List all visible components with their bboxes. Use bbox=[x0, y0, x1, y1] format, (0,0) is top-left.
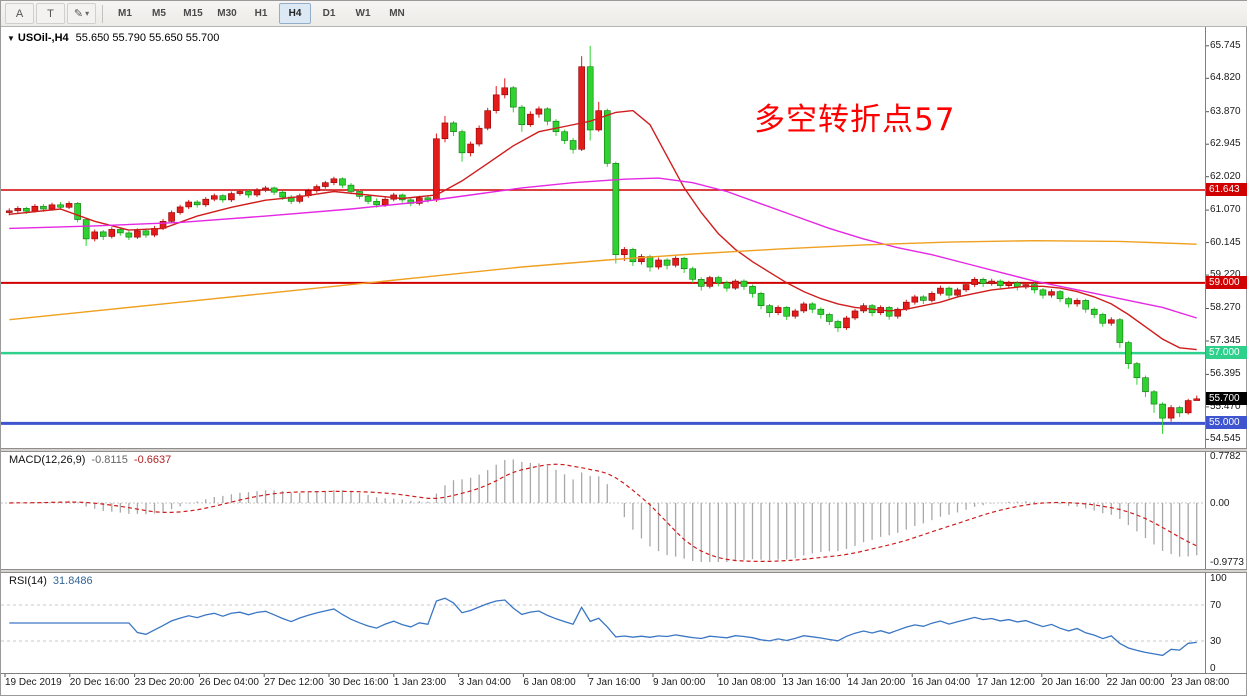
price-axis-label: 65.745 bbox=[1210, 39, 1241, 51]
price-axis-label: 62.945 bbox=[1210, 138, 1241, 150]
hline-price-badge: 55.000 bbox=[1206, 416, 1247, 430]
time-axis[interactable]: 19 Dec 2019 20 Dec 16:00 23 Dec 20:00 26 De… bbox=[1, 673, 1247, 697]
time-axis-label: 1 Jan 23:00 bbox=[393, 677, 447, 688]
timeframe-m5-button[interactable]: M5 bbox=[152, 8, 166, 19]
timeframe-m30-button[interactable]: M30 bbox=[217, 8, 237, 19]
macd-indicator-label: MACD(12,26,9) -0.8115 -0.6637 bbox=[9, 454, 171, 466]
price-axis-label: 54.545 bbox=[1210, 433, 1241, 445]
symbol-period-label: USOil-,H4 bbox=[17, 32, 69, 44]
panel-divider-main-macd[interactable] bbox=[1, 448, 1247, 452]
dropdown-caret-icon: ▾ bbox=[85, 9, 90, 18]
time-axis-label: 7 Jan 16:00 bbox=[588, 677, 641, 688]
time-axis-label: 27 Dec 12:00 bbox=[264, 677, 324, 688]
hline-price-badge: 57.000 bbox=[1206, 346, 1247, 360]
time-axis-label: 16 Jan 04:00 bbox=[912, 677, 971, 688]
timeframe-d1-button[interactable]: D1 bbox=[322, 8, 336, 19]
macd-axis-label: -0.9773 bbox=[1210, 557, 1244, 568]
rsi-indicator-label: RSI(14) 31.8486 bbox=[9, 575, 93, 587]
draw-tool-button-icon: ✎ bbox=[73, 8, 84, 20]
rsi-axis-label: 70 bbox=[1210, 600, 1222, 611]
price-axis-label: 61.070 bbox=[1210, 204, 1241, 216]
time-axis-label: 6 Jan 08:00 bbox=[523, 677, 576, 688]
panel-divider-macd-rsi[interactable] bbox=[1, 569, 1247, 573]
price-axis-label: 56.395 bbox=[1210, 368, 1241, 380]
price-axis-label: 62.020 bbox=[1210, 170, 1241, 182]
macd-value-signal: -0.6637 bbox=[133, 454, 172, 466]
rsi-name: RSI(14) bbox=[9, 575, 47, 587]
timeframe-button-group: M1 M5 M15 M30 H1 H4 D1 W1 MN bbox=[108, 3, 414, 24]
timeframe-h4-button[interactable]: H4 bbox=[279, 3, 311, 24]
chart-title: ▼ USOil-,H4 55.650 55.790 55.650 55.700 bbox=[7, 32, 219, 44]
time-axis-label: 30 Dec 16:00 bbox=[329, 677, 389, 688]
time-axis-label: 13 Jan 16:00 bbox=[782, 677, 841, 688]
price-axis-label: 64.820 bbox=[1210, 72, 1241, 84]
ma-line-slow-orange bbox=[9, 239, 1197, 321]
time-axis-label: 19 Dec 2019 bbox=[5, 677, 62, 688]
time-axis-label: 3 Jan 04:00 bbox=[458, 677, 511, 688]
time-axis-label: 10 Jan 08:00 bbox=[717, 677, 776, 688]
text-tool-button[interactable]: T bbox=[36, 3, 65, 24]
macd-axis-label: 0.7782 bbox=[1210, 451, 1241, 462]
toolbar-separator bbox=[102, 4, 103, 23]
time-axis-label: 26 Dec 04:00 bbox=[199, 677, 259, 688]
timeframe-m1-button[interactable]: M1 bbox=[118, 8, 132, 19]
price-axis-label: 63.870 bbox=[1210, 105, 1241, 117]
draw-tool-button[interactable]: ✎ ▾ bbox=[67, 3, 96, 24]
time-axis-label: 20 Jan 16:00 bbox=[1041, 677, 1100, 688]
chart-annotation-text[interactable]: 多空转折点57 bbox=[754, 102, 956, 138]
rsi-axis-label: 0 bbox=[1210, 663, 1216, 674]
rsi-value: 31.8486 bbox=[52, 575, 93, 587]
time-axis-label: 17 Jan 12:00 bbox=[977, 677, 1035, 688]
macd-value-main: -0.8115 bbox=[91, 454, 128, 466]
price-axis-label: 60.145 bbox=[1210, 236, 1241, 248]
time-axis-label: 23 Dec 20:00 bbox=[134, 677, 195, 688]
macd-signal-line bbox=[9, 463, 1197, 563]
price-axis-label: 57.345 bbox=[1210, 334, 1241, 346]
price-axis[interactable]: 65.745 64.820 63.870 62.945 62.020 61.070 60.1… bbox=[1205, 27, 1247, 674]
price-axis-label: 58.270 bbox=[1210, 302, 1241, 314]
candles-series bbox=[5, 45, 1201, 434]
rsi-line bbox=[9, 597, 1197, 657]
ma-line-mid-magenta bbox=[9, 177, 1197, 319]
tool-button-group: A T ✎ ▾ bbox=[4, 3, 97, 24]
timeframe-m15-button[interactable]: M15 bbox=[183, 8, 203, 19]
macd-axis-label: 0.00 bbox=[1210, 497, 1230, 509]
macd-name: MACD(12,26,9) bbox=[9, 454, 86, 466]
pointer-tool-button[interactable]: A bbox=[5, 3, 34, 24]
ma-line-fast-red bbox=[9, 109, 1197, 351]
pointer-tool-button-icon: A bbox=[15, 7, 24, 20]
price-axis-label: 59.220 bbox=[1210, 269, 1241, 281]
chart-menu-arrow-icon[interactable]: ▼ bbox=[7, 34, 15, 43]
timeframe-w1-button[interactable]: W1 bbox=[355, 8, 371, 19]
ohlc-values: 55.650 55.790 55.650 55.700 bbox=[75, 32, 220, 44]
text-tool-button-icon: T bbox=[47, 7, 54, 20]
toolbar: A T ✎ ▾ M1 M5 M15 M30 H1 H4 D1 W1 MN bbox=[1, 1, 1247, 27]
timeframe-h1-button[interactable]: H1 bbox=[254, 8, 268, 19]
rsi-axis-label: 30 bbox=[1210, 636, 1222, 647]
time-axis-label: 22 Jan 00:00 bbox=[1106, 677, 1165, 688]
price-axis-label: 55.470 bbox=[1210, 400, 1241, 412]
time-axis-label: 9 Jan 00:00 bbox=[653, 677, 706, 688]
time-axis-label: 20 Dec 16:00 bbox=[69, 677, 130, 688]
hline-price-badge: 61.643 bbox=[1206, 182, 1247, 196]
timeframe-mn-button[interactable]: MN bbox=[389, 8, 405, 19]
current-price-badge: 55.700 bbox=[1206, 391, 1247, 405]
price-axis-border bbox=[1205, 27, 1206, 673]
hline-price-badge: 59.000 bbox=[1206, 275, 1247, 289]
time-axis-label: 14 Jan 20:00 bbox=[847, 677, 906, 688]
time-axis-border bbox=[1, 673, 1247, 674]
rsi-axis-label: 100 bbox=[1210, 573, 1227, 584]
time-axis-label: 23 Jan 08:00 bbox=[1171, 677, 1230, 688]
